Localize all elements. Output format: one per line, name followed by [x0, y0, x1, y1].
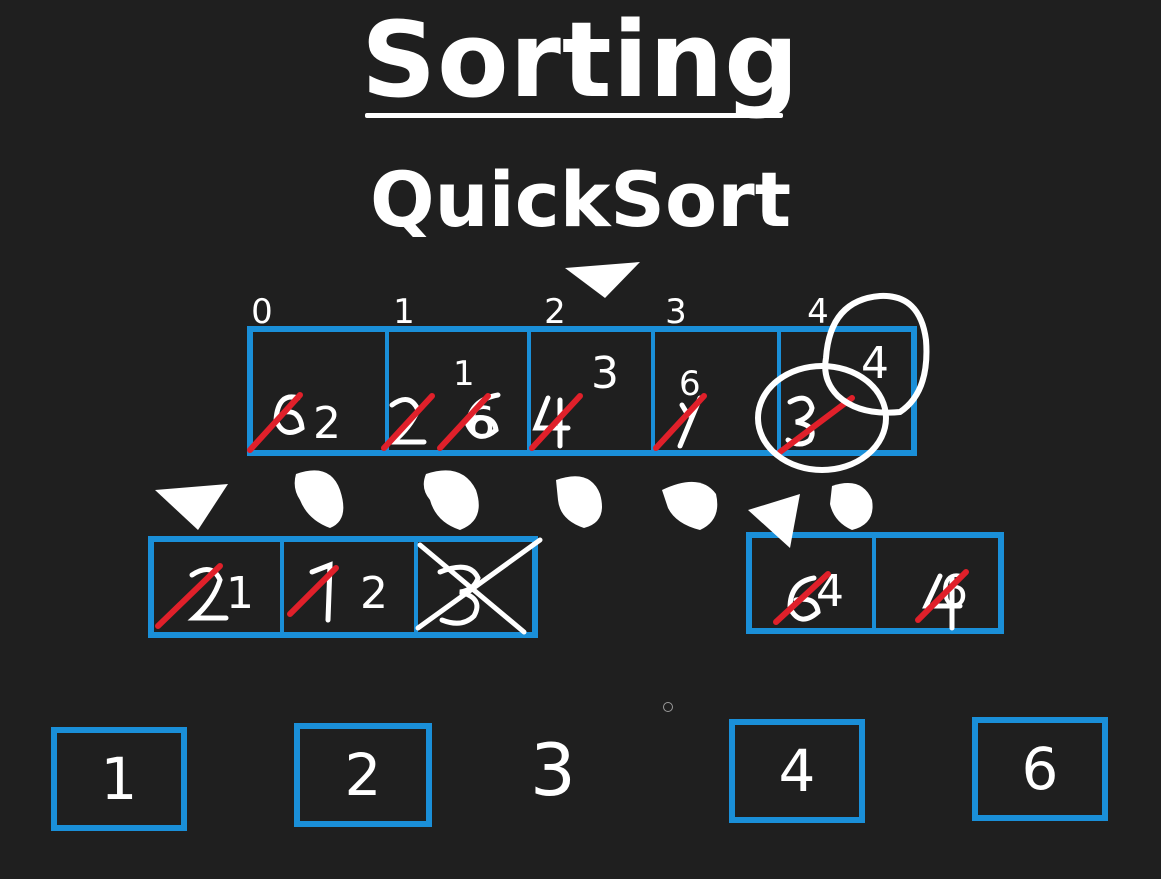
array-cell-3: 6 [655, 332, 781, 450]
result-box-6: 6 [972, 717, 1108, 821]
cell-value: 1 [226, 568, 254, 619]
index-label-0: 0 [251, 292, 273, 332]
result-box-4: 4 [729, 719, 865, 823]
cell-value-above: 6 [679, 364, 701, 404]
result-box-1: 1 [51, 727, 187, 831]
pivot-circles [755, 292, 930, 473]
title-underline [365, 113, 783, 118]
cursor-dot [663, 702, 673, 712]
result-box-2: 2 [294, 723, 432, 827]
index-label-2: 2 [544, 292, 566, 332]
index-label-3: 3 [665, 292, 687, 332]
cell-value: 2 [360, 568, 388, 619]
cell-value-above: 1 [453, 354, 475, 394]
cell-value: 2 [313, 398, 341, 449]
sub-cell-0: 4 [752, 538, 876, 628]
red-strikes-main [247, 392, 855, 455]
crossed-digits-left [187, 537, 543, 635]
index-label-1: 1 [393, 292, 415, 332]
red-strikes-left [155, 563, 339, 629]
index-label-4: 4 [807, 292, 829, 332]
cell-value-above: 3 [591, 348, 619, 399]
sub-cell-1: 2 [284, 542, 418, 632]
array-cell-2: 3 [531, 332, 655, 450]
pointer-triangle [565, 262, 640, 298]
left-sub-array: 1 2 [148, 536, 538, 638]
result-pivot-value: 3 [530, 728, 576, 812]
scribble-marks [155, 470, 873, 548]
array-cell-0: 2 [253, 332, 389, 450]
page-title: Sorting [361, 0, 800, 121]
page-subtitle: QuickSort [369, 155, 792, 244]
red-strikes-right [773, 569, 969, 625]
sub-cell-0: 1 [154, 542, 284, 632]
